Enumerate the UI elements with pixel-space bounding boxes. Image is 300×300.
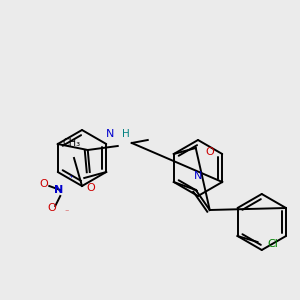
Text: ⁻: ⁻ [64, 208, 68, 217]
Text: N: N [105, 129, 114, 139]
Text: CH₃: CH₃ [63, 138, 81, 148]
Text: O: O [40, 179, 49, 189]
Text: H: H [122, 129, 130, 139]
Text: Cl: Cl [268, 239, 278, 249]
Text: ⁺: ⁺ [68, 173, 73, 182]
Text: O: O [48, 203, 57, 213]
Text: O: O [86, 183, 95, 193]
Text: N: N [54, 185, 63, 195]
Text: O: O [206, 147, 214, 157]
Text: N: N [194, 171, 202, 181]
